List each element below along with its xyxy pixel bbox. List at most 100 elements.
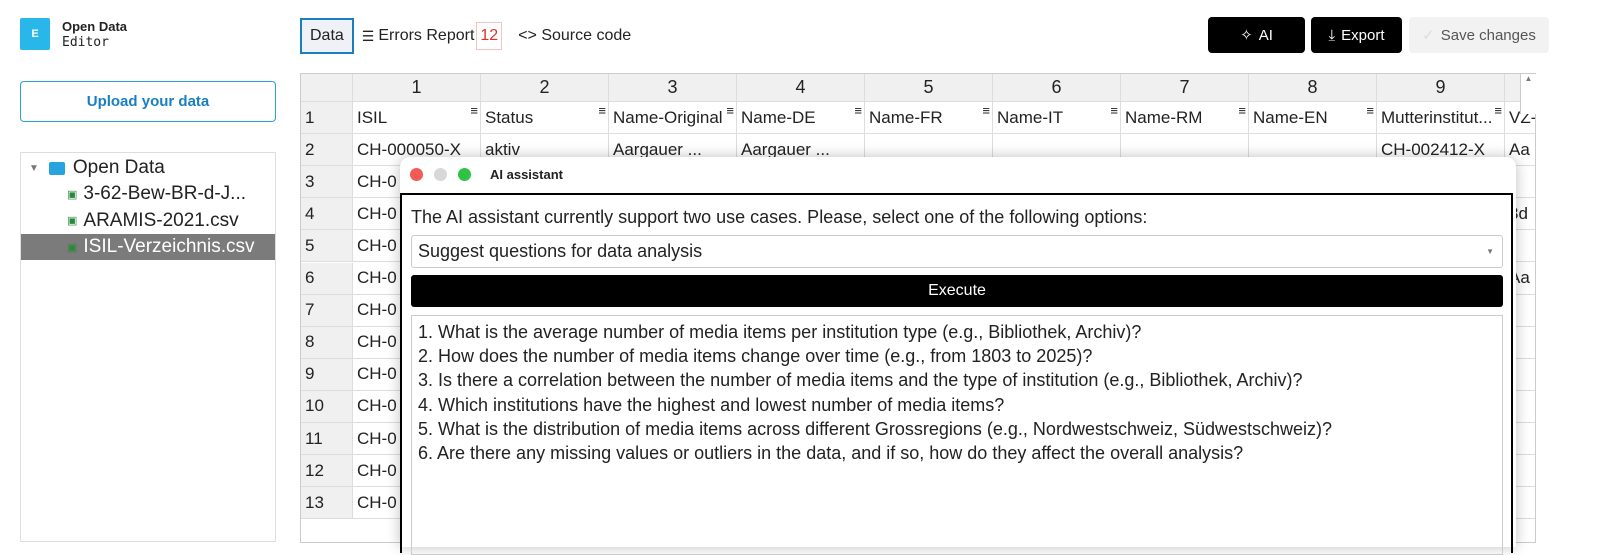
column-header[interactable]: Name-EN ≡ [1249,102,1377,134]
cell-text: CH-0 [357,396,397,416]
row-number[interactable]: 3 [301,166,353,199]
cell-text: Aargauer ... [741,139,830,159]
cell-text: 8 [1307,77,1318,97]
tree-file[interactable]: ▣ ISIL-Verzeichnis.csv [21,234,275,260]
column-number-header[interactable]: 5 [865,74,993,102]
upload-data-button[interactable]: Upload your data [20,81,276,122]
cell-text: CH-0 [357,492,397,512]
column-menu-icon[interactable]: ≡ [1494,103,1502,118]
row-number[interactable]: 2 [301,134,353,167]
table-cell[interactable] [1505,295,1535,327]
table-cell[interactable] [1505,166,1535,199]
table-cell[interactable] [1505,359,1535,391]
file-label: ISIL-Verzeichnis.csv [83,236,255,257]
column-number-header[interactable]: 1 [353,74,481,102]
zoom-window-button[interactable] [458,168,471,181]
dialog-intro: The AI assistant currently support two u… [411,207,1148,227]
column-header[interactable]: Name-RM ≡ [1121,102,1249,134]
table-cell[interactable] [1505,455,1535,488]
row-number[interactable]: 6 [301,262,353,295]
column-number-header[interactable]: 8 [1249,74,1377,102]
row-number[interactable]: 10 [301,390,353,423]
cell-text: Name-IT [997,107,1064,127]
tab-source-code[interactable]: <> Source code [518,27,631,45]
column-header[interactable]: Name-Original ≡ [609,102,737,134]
column-menu-icon[interactable]: ≡ [470,103,478,118]
tab-errors-report[interactable]: ☰ Errors Report 12 [362,22,503,50]
close-window-button[interactable] [410,168,423,181]
cell-text: CH-0 [357,332,397,352]
output-textarea[interactable]: 1. What is the average number of media i… [411,315,1503,555]
row-number[interactable]: 4 [301,198,353,231]
cell-text: 2 [305,139,315,159]
cell-text: 1 [411,77,422,97]
column-number-header[interactable]: 7 [1121,74,1249,102]
app-logo: E [20,18,50,50]
table-cell[interactable]: Aa [1505,134,1535,167]
cell-text: CH-0 [357,203,397,223]
table-cell[interactable] [1505,327,1535,359]
ai-button[interactable]: ✧ AI [1208,17,1305,53]
tree-folder-open-data[interactable]: ▼ Open Data [21,155,275,181]
column-header[interactable]: Name-FR ≡ [865,102,993,134]
grid-scrollbar[interactable]: ▲ [1520,74,1536,114]
table-cell[interactable] [1505,423,1535,455]
row-number[interactable]: 12 [301,455,353,488]
column-header[interactable]: Status ≡ [481,102,609,134]
column-header[interactable]: ISIL ≡ [353,102,481,134]
row-number[interactable]: 11 [301,423,353,455]
save-changes-button[interactable]: ✓ Save changes [1409,17,1549,53]
table-cell[interactable] [1505,230,1535,263]
column-header[interactable]: Name-IT ≡ [993,102,1121,134]
source-label: Source code [541,27,632,44]
minimize-window-button[interactable] [434,168,447,181]
output-line: 3. Is there a correlation between the nu… [418,370,1303,391]
column-number-header[interactable]: 6 [993,74,1121,102]
column-number-header[interactable]: 9 [1377,74,1505,102]
use-case-select[interactable]: Suggest questions for data analysis ▼ [411,235,1503,268]
cell-text: 10 [305,396,324,416]
cell-text: 9 [1435,77,1446,97]
tab-data[interactable]: Data [300,18,354,54]
column-menu-icon[interactable]: ≡ [1238,103,1246,118]
column-header[interactable]: Mutterinstitut... ≡ [1377,102,1505,134]
export-label: Export [1341,26,1385,44]
column-menu-icon[interactable]: ≡ [1366,103,1374,118]
export-button[interactable]: ⤓ Export [1311,17,1402,53]
magic-wand-icon: ✧ [1240,27,1253,44]
ai-label: AI [1258,26,1273,44]
column-number-header[interactable]: 4 [737,74,865,102]
column-menu-icon[interactable]: ≡ [726,103,734,118]
cell-text: 6 [305,268,315,287]
row-number[interactable]: 5 [301,230,353,263]
column-number-header[interactable]: 3 [609,74,737,102]
row-number[interactable]: 7 [301,294,353,327]
cell-text: 4 [795,77,806,97]
column-menu-icon[interactable]: ≡ [854,103,862,118]
table-cell[interactable] [1505,391,1535,423]
folder-icon [48,161,65,175]
row-number[interactable]: 8 [301,326,353,359]
download-icon: ⤓ [1328,26,1336,44]
cell-text: CH-0 [357,300,397,320]
cell-text: 6 [1051,77,1062,97]
row-number[interactable]: 13 [301,487,353,520]
execute-button[interactable]: Execute [411,275,1503,307]
table-cell[interactable] [1505,487,1535,520]
app-name: Open Data [62,19,128,34]
column-menu-icon[interactable]: ≡ [598,103,606,118]
cell-text: 1 [305,107,315,127]
column-menu-icon[interactable]: ≡ [1110,103,1118,118]
column-header[interactable]: Name-DE ≡ [737,102,865,134]
tree-file[interactable]: ▣ 3-62-Bew-BR-d-J... [21,181,275,207]
file-label: 3-62-Bew-BR-d-J... [83,183,247,204]
save-label: Save changes [1440,26,1536,44]
column-menu-icon[interactable]: ≡ [982,103,990,118]
cell-text: aktiv [485,139,520,159]
cell-text: ISIL [357,107,388,127]
dropdown-arrow-icon: ▼ [1486,247,1494,256]
row-number[interactable]: 1 [301,102,353,134]
tree-file[interactable]: ▣ ARAMIS-2021.csv [21,208,275,234]
row-number[interactable]: 9 [301,358,353,391]
column-number-header[interactable]: 2 [481,74,609,102]
